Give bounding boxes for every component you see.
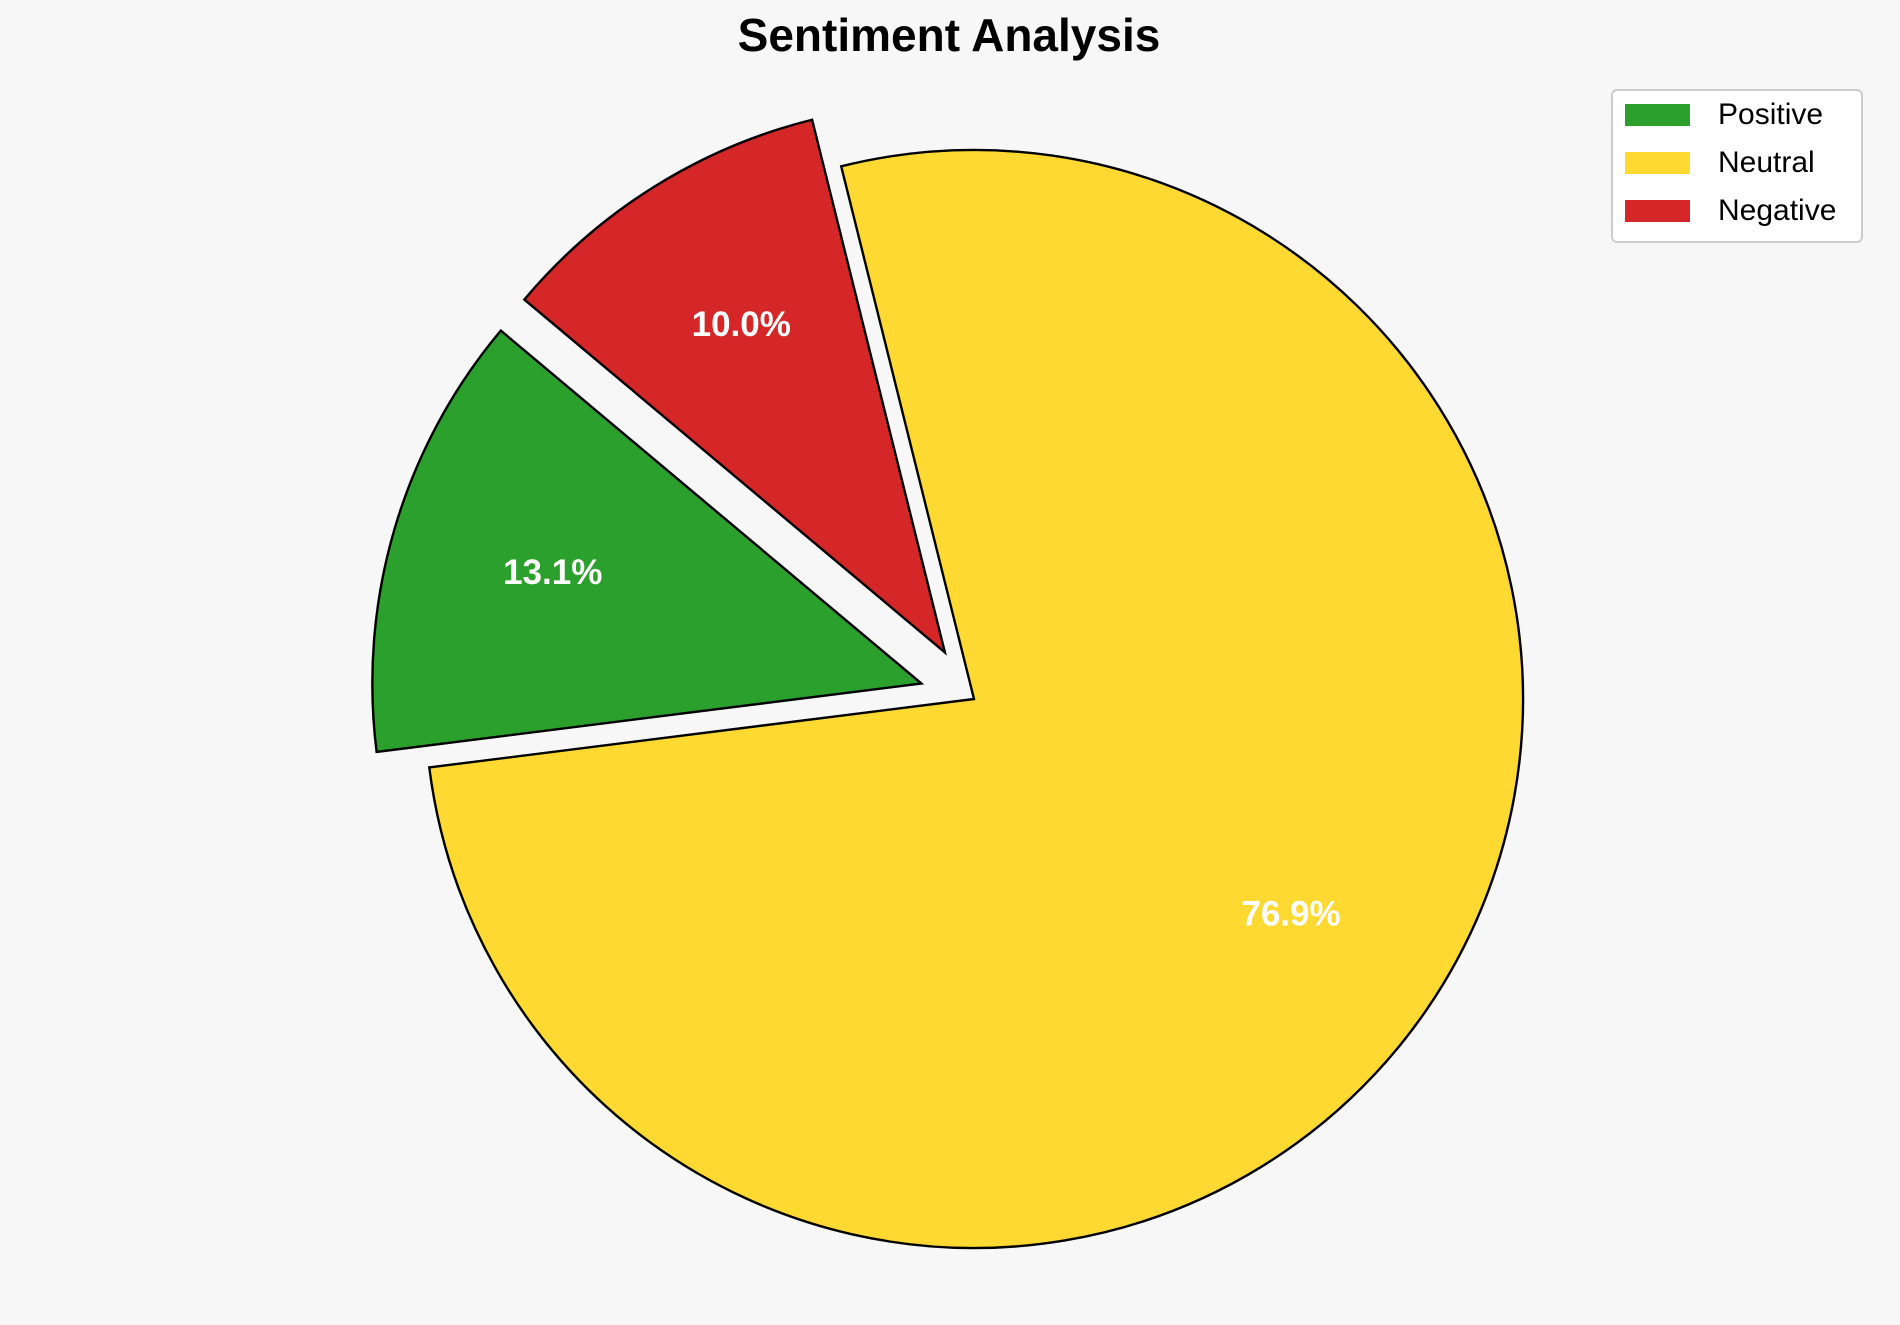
slice-label: 76.9% [1241,894,1340,933]
pie-slice [522,118,947,656]
legend: Positive Neutral Negative [1611,89,1863,243]
slice-label: 10.0% [692,305,791,344]
legend-swatch [1625,152,1690,174]
slice-label: 13.1% [503,553,602,592]
legend-label: Negative [1718,194,1836,227]
legend-swatch [1625,200,1690,222]
chart-title: Sentiment Analysis [738,9,1161,61]
legend-label: Positive [1718,98,1823,131]
legend-swatch [1625,104,1690,126]
pie: 13.1% 76.9% 10.0% [371,118,1525,1250]
pie-slice [427,148,1525,1250]
pie-slice [371,328,925,754]
legend-label: Neutral [1718,146,1815,179]
